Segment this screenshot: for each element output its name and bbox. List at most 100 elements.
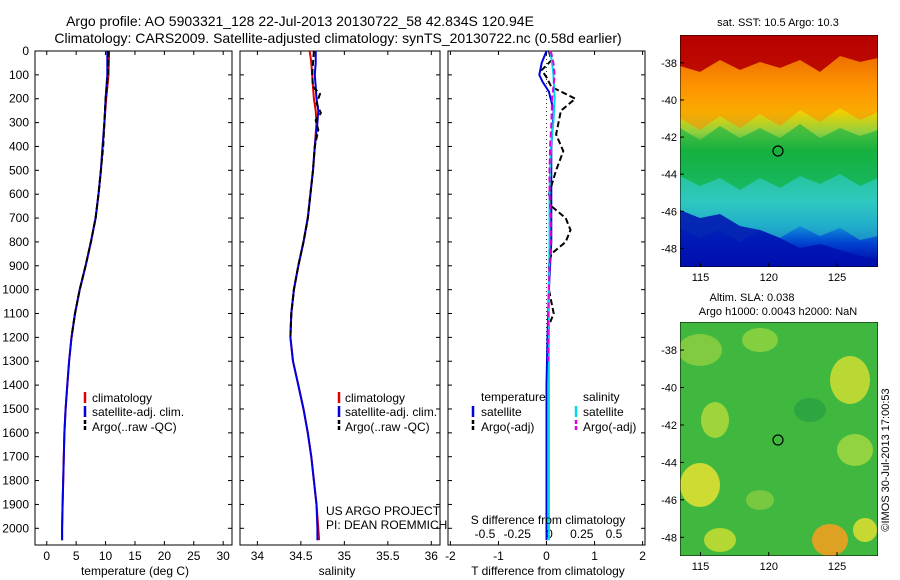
s-difference-label: S difference from climatology — [471, 513, 626, 527]
y-tick-label: 1000 — [2, 283, 29, 297]
legend-label-climatology: climatology — [92, 391, 152, 405]
x-tick-label: 34 — [251, 549, 265, 563]
legend-label-climatology: climatology — [345, 391, 405, 405]
y-tick-label: 1600 — [2, 426, 29, 440]
y-tick-label: 700 — [9, 211, 29, 225]
project-label: US ARGO PROJECT — [326, 504, 441, 518]
x-tick-label: 0 — [543, 549, 550, 563]
map-y-tick-label: -40 — [661, 95, 677, 107]
y-tick-label: 1100 — [3, 307, 29, 321]
y-tick-label: 1900 — [2, 497, 29, 511]
map-x-tick-label: 115 — [692, 272, 710, 284]
map-y-tick-label: -46 — [661, 495, 677, 507]
pi-label: PI: DEAN ROEMMICH — [326, 518, 447, 532]
salinity-legend: climatology satellite-adj. clim. Argo(..… — [337, 391, 437, 434]
map-x-tick-label: 115 — [692, 561, 710, 573]
y-tick-label: 1400 — [2, 378, 29, 392]
salinity-xlabel: salinity — [319, 564, 356, 578]
y-tick-label: 600 — [9, 187, 29, 201]
sla-blob — [701, 402, 729, 438]
map-y-tick-label: -48 — [661, 532, 677, 544]
legend-label-argo: Argo(..raw -QC) — [345, 420, 430, 434]
x-tick-label: 36 — [425, 549, 439, 563]
sla-argo-marker — [772, 434, 784, 446]
legend-label-s-argo: Argo(-adj) — [583, 420, 636, 434]
sla-blob — [853, 518, 877, 542]
series-argo-raw-qc- — [289, 50, 323, 338]
difference-legend: temperature salinity satellite Argo(-adj… — [471, 390, 636, 434]
plot-frame — [239, 50, 441, 546]
x-tick-label: -2 — [445, 549, 456, 563]
y-tick-label: 400 — [9, 139, 29, 153]
sla-blob — [830, 356, 870, 404]
y-tick-label: 200 — [9, 92, 29, 106]
x-tick-label: 35.5 — [376, 549, 400, 563]
sst-red-region — [680, 35, 878, 72]
map-y-tick-label: -48 — [661, 243, 677, 255]
x-tick-label: 2 — [639, 549, 646, 563]
legend-header-temperature: temperature — [481, 390, 546, 404]
sst-argo-marker — [772, 145, 784, 157]
legend-label-s-satellite: satellite — [583, 405, 624, 419]
sla-blob — [742, 328, 778, 352]
sla-map — [680, 322, 878, 556]
map-y-tick-label: -44 — [661, 169, 677, 181]
sst-green-region — [680, 124, 878, 190]
sla-blob — [837, 434, 873, 466]
difference-panel: -2 -1 0 1 2-0.5 -0.25 0 0.25 0.5 — [445, 50, 646, 563]
temperature-panel: 0 5 10 15 20 25 300100200300400500600700800900… — [2, 44, 233, 563]
y-tick-label: 800 — [9, 235, 29, 249]
y-tick-label: 1800 — [2, 474, 29, 488]
map-y-tick-label: -46 — [661, 206, 677, 218]
legend-label-satellite: satellite-adj. clim. — [345, 405, 437, 419]
map-x-tick-label: 120 — [760, 272, 778, 284]
sla-blob — [794, 398, 826, 422]
y-tick-label: 1300 — [2, 354, 29, 368]
legend-label-satellite: satellite-adj. clim. — [92, 405, 184, 419]
map-y-tick-label: -38 — [661, 58, 677, 70]
map-y-tick-label: -38 — [661, 345, 677, 357]
y-tick-label: 2000 — [2, 521, 29, 535]
sst-map-axes: 115 120 125 -38 -40 -42 -44 -46 -48 — [661, 58, 846, 284]
x-tick-label: 5 — [73, 549, 80, 563]
map-x-tick-label: 120 — [760, 561, 778, 573]
y-tick-label: 100 — [9, 68, 29, 82]
map-y-tick-label: -44 — [661, 457, 677, 469]
sst-map-title: sat. SST: 10.5 Argo: 10.3 — [717, 17, 839, 29]
series-argo-raw-qc- — [70, 50, 110, 338]
map-x-tick-label: 125 — [828, 561, 846, 573]
sla-blob — [812, 524, 848, 556]
t-difference-xlabel: T difference from climatology — [471, 564, 625, 578]
x-tick-label: 1 — [591, 549, 598, 563]
title-line1: Argo profile: AO 5903321_128 22-Jul-2013… — [66, 13, 534, 29]
sla-blob — [746, 490, 774, 510]
y-tick-label: 1200 — [2, 330, 29, 344]
x-tick-label: 0 — [43, 549, 50, 563]
y-tick-label: 0 — [22, 44, 29, 58]
map-y-tick-label: -42 — [661, 420, 677, 432]
map-x-tick-label: 125 — [828, 272, 846, 284]
y-tick-label: 500 — [9, 163, 29, 177]
x-tick-label: 35 — [338, 549, 352, 563]
x-tick-label: 34.5 — [289, 549, 313, 563]
sla-map-axes: 115 120 125 -38 -40 -42 -44 -46 -48 — [661, 345, 846, 573]
series-s-argo-adj- — [547, 50, 556, 362]
title-line2: Climatology: CARS2009. Satellite-adjuste… — [54, 30, 621, 46]
series-satellite-adj-clim- — [289, 51, 320, 541]
sst-blue-region — [680, 210, 878, 267]
temperature-xlabel: temperature (deg C) — [81, 564, 189, 578]
sla-map-title-line2: Argo h1000: 0.0043 h2000: NaN — [699, 306, 857, 318]
x-tick-label: 10 — [99, 549, 113, 563]
y-tick-label: 1700 — [2, 450, 29, 464]
map-y-tick-label: -42 — [661, 132, 677, 144]
x-tick-label: 30 — [216, 549, 230, 563]
x-tick-label: 20 — [158, 549, 172, 563]
s-tick-label: 0.25 — [570, 527, 594, 541]
s-tick-label: 0.5 — [606, 527, 623, 541]
legend-label-t-argo: Argo(-adj) — [481, 420, 534, 434]
x-tick-label: -1 — [493, 549, 504, 563]
sst-orange-region — [680, 56, 878, 130]
x-tick-label: 25 — [187, 549, 201, 563]
x-tick-label: 15 — [128, 549, 142, 563]
